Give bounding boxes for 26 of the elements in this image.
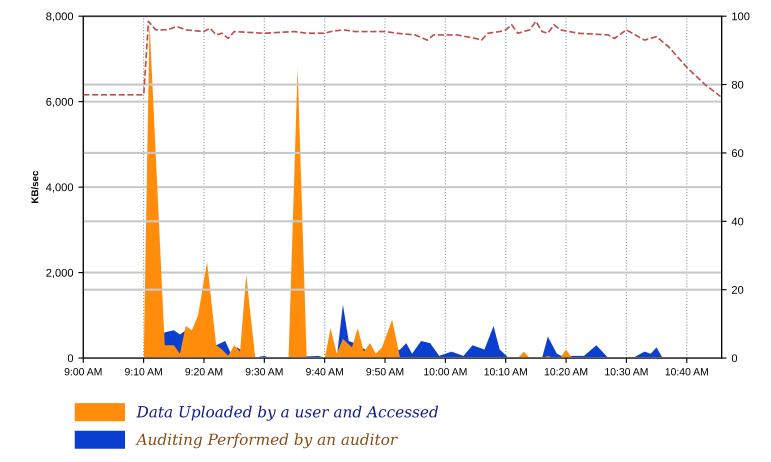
x-tick-label: 10:20 AM [544,368,588,376]
y-tick-label: 6,000 [46,98,74,108]
x-tick-label: 10:10 AM [484,368,527,376]
legend-label: Auditing Performed by an auditor [135,433,398,448]
y2-tick-label: 40 [732,218,744,226]
y-tick-label: 0 [68,354,74,362]
x-tick-label: 9:00 AM [64,368,102,376]
x-tick-label: 10:30 AM [605,368,648,376]
y2-tick-label: 60 [732,149,744,158]
y-tick-label: 8,000 [46,12,74,22]
y2-tick-label: 100 [732,12,750,20]
y-tick-label: 4,000 [46,183,74,193]
line-series [83,20,722,98]
x-tick-label: 9:20 AM [185,368,222,376]
legend-label: Data Uploaded by a user and Accessed [136,406,438,421]
y-axis-title: KB/sec [31,170,38,203]
y2-tick-label: 80 [732,80,744,89]
x-tick-label: 9:10 AM [125,368,162,376]
x-tick-label: 10:40 AM [666,368,708,376]
y2-tick-label: 0 [732,354,738,362]
x-tick-label: 10:00 AM [424,368,467,376]
y2-tick-label: 20 [732,286,744,294]
x-tick-label: 9:30 AM [246,368,283,376]
x-tick-label: 9:50 AM [366,368,404,376]
x-tick-label: 9:40 AM [306,368,343,376]
y-tick-label: 2,000 [46,268,74,278]
